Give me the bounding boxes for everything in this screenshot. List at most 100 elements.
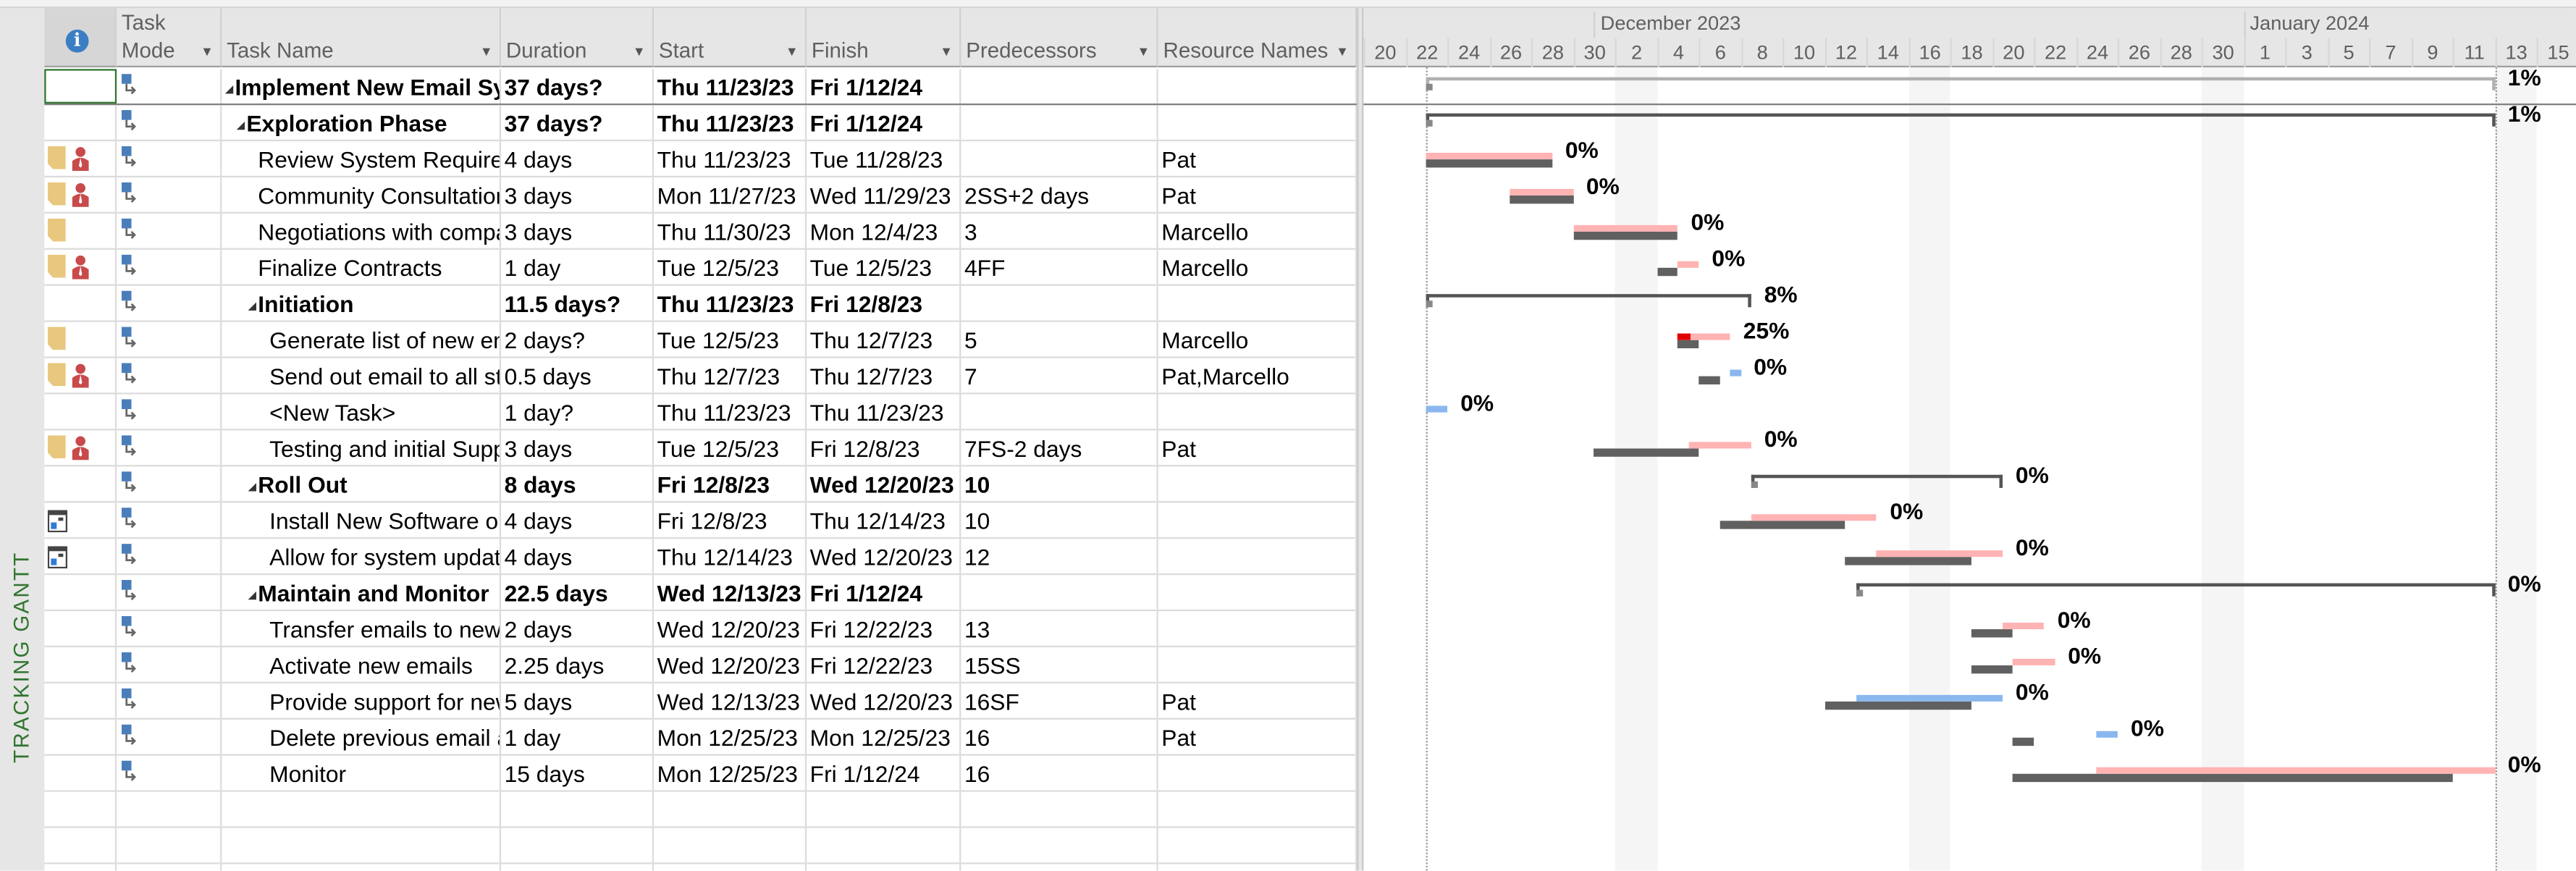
predecessors-cell[interactable]: 13 — [961, 611, 1158, 646]
note-icon[interactable] — [47, 182, 66, 206]
mode-cell[interactable] — [117, 141, 222, 176]
predecessors-cell[interactable] — [961, 864, 1158, 871]
name-cell[interactable]: Allow for system updates — [222, 539, 502, 573]
mode-cell[interactable] — [117, 466, 222, 502]
finish-cell[interactable]: Fri 1/12/24 — [807, 69, 961, 104]
table-row[interactable]: Community Consultation 3 days Mon 11/27/23… — [44, 177, 1358, 214]
start-cell[interactable]: Mon 12/25/23 — [654, 719, 807, 754]
duration-cell[interactable]: 4 days — [501, 502, 654, 537]
mode-cell[interactable] — [117, 394, 222, 429]
manual-task-bar[interactable] — [1856, 694, 2003, 702]
dropdown-arrow-icon[interactable]: ▼ — [1137, 44, 1150, 59]
summary-bar[interactable] — [1751, 474, 2003, 479]
predecessors-cell[interactable] — [961, 141, 1158, 176]
predecessors-cell[interactable]: 12 — [961, 539, 1158, 573]
note-icon[interactable] — [47, 254, 66, 278]
duration-cell[interactable]: 2.25 days — [501, 647, 654, 682]
start-cell[interactable] — [654, 828, 807, 863]
resources-cell[interactable] — [1158, 539, 1358, 573]
dropdown-arrow-icon[interactable]: ▼ — [1335, 44, 1349, 59]
mode-cell[interactable] — [117, 285, 222, 321]
resources-cell[interactable] — [1158, 828, 1358, 863]
name-cell[interactable]: Finalize Contracts — [222, 249, 502, 285]
name-cell[interactable]: Implement New Email System — [222, 69, 502, 104]
resources-cell[interactable]: Marcello — [1158, 321, 1358, 357]
duration-cell[interactable]: 3 days — [501, 430, 654, 466]
start-cell[interactable] — [654, 864, 807, 871]
duration-header[interactable]: Duration ▼ — [501, 8, 654, 68]
resources-cell[interactable] — [1158, 864, 1358, 871]
table-row[interactable]: Allow for system updates 4 days Thu 12/14/… — [44, 539, 1358, 576]
duration-cell[interactable] — [501, 864, 654, 871]
note-icon[interactable] — [47, 218, 66, 242]
name-header[interactable]: Task Name ▼ — [222, 8, 502, 68]
manual-task-bar[interactable] — [1730, 369, 1741, 376]
finish-cell[interactable]: Fri 12/8/23 — [807, 430, 961, 466]
resources-cell[interactable] — [1158, 755, 1358, 791]
finish-cell[interactable]: Wed 12/20/23 — [807, 683, 961, 718]
name-cell[interactable]: Exploration Phase — [222, 105, 502, 140]
finish-cell[interactable]: Thu 12/7/23 — [807, 321, 961, 357]
summary-bar[interactable] — [1426, 113, 2495, 117]
finish-cell[interactable]: Wed 11/29/23 — [807, 177, 961, 212]
predecessors-cell[interactable]: 4FF — [961, 249, 1158, 285]
task-bar[interactable] — [2002, 622, 2045, 630]
table-row[interactable]: Initiation 11.5 days? Thu 11/23/23 Fri 12/8… — [44, 285, 1358, 322]
start-cell[interactable]: Wed 12/13/23 — [654, 575, 807, 610]
note-icon[interactable] — [47, 327, 66, 350]
resources-cell[interactable] — [1158, 105, 1358, 140]
collapse-triangle-icon[interactable] — [248, 302, 256, 311]
table-row[interactable]: Provide support for new system5 daysWed … — [44, 683, 1358, 720]
start-cell[interactable]: Tue 12/5/23 — [654, 249, 807, 285]
duration-cell[interactable]: 11.5 days? — [501, 285, 654, 321]
predecessors-cell[interactable]: 15SS — [961, 647, 1158, 682]
predecessors-cell[interactable]: 16 — [961, 755, 1158, 791]
collapse-triangle-icon[interactable] — [248, 591, 256, 600]
duration-cell[interactable]: 4 days — [501, 539, 654, 573]
name-cell[interactable]: Monitor — [222, 755, 502, 791]
note-icon[interactable] — [47, 435, 66, 459]
task-bar[interactable] — [1688, 442, 1751, 449]
name-cell[interactable]: Community Consultation — [222, 177, 502, 212]
duration-cell[interactable]: 22.5 days — [501, 575, 654, 610]
resources-cell[interactable]: Pat — [1158, 683, 1358, 718]
calendar-constraint-icon[interactable] — [47, 508, 68, 533]
resources-cell[interactable]: Pat,Marcello — [1158, 358, 1358, 393]
collapse-triangle-icon[interactable] — [248, 483, 256, 492]
resources-header[interactable]: Resource Names ▼ — [1158, 8, 1358, 68]
name-cell[interactable] — [222, 828, 502, 863]
resources-cell[interactable] — [1158, 69, 1358, 104]
indicators-header[interactable]: i — [44, 8, 117, 68]
duration-cell[interactable]: 5 days — [501, 683, 654, 718]
predecessors-cell[interactable] — [961, 791, 1158, 827]
predecessors-header[interactable]: Predecessors ▼ — [961, 8, 1158, 68]
finish-cell[interactable]: Thu 12/14/23 — [807, 502, 961, 537]
name-cell[interactable]: <New Task> — [222, 394, 502, 429]
predecessors-cell[interactable] — [961, 394, 1158, 429]
dropdown-arrow-icon[interactable]: ▼ — [201, 44, 214, 59]
note-icon[interactable] — [47, 363, 66, 387]
view-bar[interactable]: TRACKING GANTT — [0, 8, 45, 871]
empty-row[interactable] — [44, 791, 1358, 828]
duration-cell[interactable] — [501, 791, 654, 827]
collapse-triangle-icon[interactable] — [224, 85, 234, 94]
task-bar[interactable] — [1877, 550, 2003, 557]
mode-cell[interactable] — [117, 791, 222, 827]
start-cell[interactable]: Thu 11/23/23 — [654, 285, 807, 321]
dropdown-arrow-icon[interactable]: ▼ — [785, 44, 799, 59]
predecessors-cell[interactable]: 7FS-2 days — [961, 430, 1158, 466]
finish-cell[interactable]: Mon 12/25/23 — [807, 719, 961, 754]
mode-cell[interactable] — [117, 755, 222, 791]
resources-cell[interactable]: Pat — [1158, 177, 1358, 212]
name-cell[interactable]: Generate list of new emails — [222, 321, 502, 357]
task-bar[interactable] — [1678, 333, 1730, 340]
resources-cell[interactable]: Pat — [1158, 141, 1358, 176]
resources-cell[interactable] — [1158, 502, 1358, 537]
predecessors-cell[interactable]: 3 — [961, 213, 1158, 248]
mode-header[interactable]: Task Mode ▼ — [117, 8, 222, 68]
task-bar[interactable] — [1678, 261, 1699, 268]
mode-cell[interactable] — [117, 719, 222, 754]
